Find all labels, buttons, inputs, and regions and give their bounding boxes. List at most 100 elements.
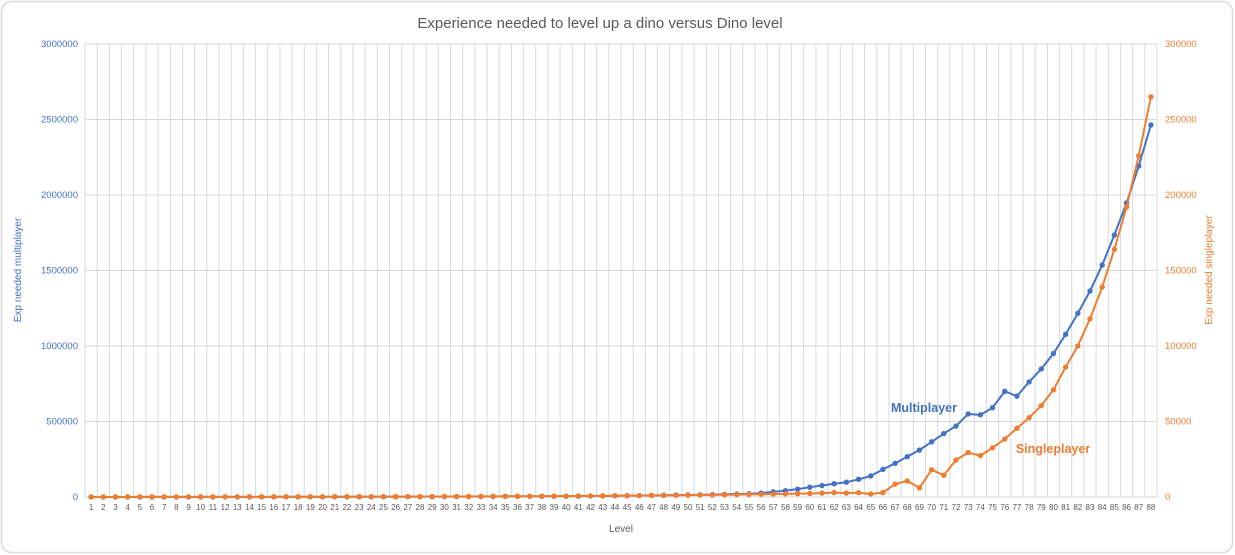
y-axis-left-title: Exp needed multiplayer bbox=[13, 217, 24, 322]
x-tick-label: 76 bbox=[1000, 503, 1009, 512]
data-point-singleplayer bbox=[1123, 204, 1130, 210]
data-point-singleplayer bbox=[831, 489, 837, 496]
data-point-multiplayer bbox=[819, 482, 825, 489]
data-point-singleplayer bbox=[173, 494, 180, 500]
x-tick-label: 45 bbox=[623, 503, 632, 512]
x-tick-label: 86 bbox=[1122, 503, 1131, 512]
data-point-singleplayer bbox=[587, 493, 594, 499]
line-singleplayer bbox=[90, 95, 1152, 498]
x-tick-label: 71 bbox=[939, 503, 948, 512]
x-tick-label: 6 bbox=[150, 503, 155, 512]
data-point-singleplayer bbox=[880, 489, 886, 496]
data-point-multiplayer bbox=[916, 447, 923, 453]
x-tick-label: 75 bbox=[988, 503, 997, 512]
data-point-singleplayer bbox=[1136, 153, 1142, 159]
x-tick-label: 81 bbox=[1061, 503, 1070, 512]
data-point-singleplayer bbox=[770, 491, 776, 497]
x-tick-label: 16 bbox=[269, 503, 278, 512]
data-point-singleplayer bbox=[344, 494, 350, 500]
data-point-singleplayer bbox=[843, 490, 850, 496]
x-tick-label: 33 bbox=[476, 503, 485, 512]
x-tick-label: 10 bbox=[196, 503, 205, 512]
x-tick-label: 46 bbox=[635, 503, 644, 512]
x-tick-label: 36 bbox=[513, 503, 522, 512]
data-point-multiplayer bbox=[904, 453, 910, 460]
data-point-singleplayer bbox=[490, 493, 496, 500]
data-point-singleplayer bbox=[1014, 425, 1020, 431]
data-point-singleplayer bbox=[368, 493, 374, 500]
y-left-tick-label: 0 bbox=[73, 492, 78, 503]
data-point-singleplayer bbox=[709, 492, 716, 498]
data-point-multiplayer bbox=[855, 476, 862, 483]
x-tick-label: 14 bbox=[245, 503, 254, 512]
data-point-singleplayer bbox=[149, 494, 155, 500]
x-tick-label: 34 bbox=[489, 503, 498, 512]
data-point-singleplayer bbox=[965, 449, 971, 456]
data-point-multiplayer bbox=[1026, 379, 1032, 385]
data-point-singleplayer bbox=[1026, 415, 1032, 421]
data-point-singleplayer bbox=[222, 494, 228, 500]
data-point-singleplayer bbox=[1050, 387, 1057, 393]
data-point-multiplayer bbox=[868, 473, 874, 479]
data-point-singleplayer bbox=[989, 445, 996, 451]
x-tick-label: 70 bbox=[927, 503, 936, 512]
data-point-singleplayer bbox=[392, 493, 399, 500]
data-point-singleplayer bbox=[916, 485, 923, 491]
data-point-multiplayer bbox=[1075, 310, 1081, 317]
x-tick-label: 50 bbox=[684, 503, 693, 512]
x-tick-label: 1 bbox=[89, 503, 94, 512]
data-point-singleplayer bbox=[1038, 402, 1044, 409]
x-tick-label: 79 bbox=[1037, 503, 1046, 512]
x-tick-label: 9 bbox=[186, 503, 191, 512]
x-tick-label: 21 bbox=[330, 503, 339, 512]
x-axis-title: Level bbox=[609, 524, 633, 535]
data-point-singleplayer bbox=[551, 493, 557, 499]
data-point-singleplayer bbox=[941, 472, 947, 478]
data-point-singleplayer bbox=[502, 493, 508, 499]
x-tick-label: 20 bbox=[318, 503, 327, 512]
data-point-multiplayer bbox=[1038, 366, 1044, 372]
data-point-singleplayer bbox=[429, 493, 435, 500]
x-tick-label: 37 bbox=[525, 503, 534, 512]
data-point-singleplayer bbox=[928, 467, 935, 473]
x-tick-label: 74 bbox=[976, 503, 985, 512]
x-tick-label: 38 bbox=[537, 503, 546, 512]
data-point-multiplayer bbox=[794, 486, 801, 492]
data-point-singleplayer bbox=[648, 492, 655, 499]
data-point-singleplayer bbox=[868, 491, 874, 497]
data-point-singleplayer bbox=[660, 492, 667, 499]
y-axis-right-title: Exp needed singleplayer bbox=[1204, 215, 1215, 325]
y-right-tick-label: 300000 bbox=[1165, 39, 1197, 50]
data-point-singleplayer bbox=[612, 493, 618, 499]
x-tick-label: 5 bbox=[138, 503, 143, 512]
x-tick-label: 49 bbox=[671, 503, 680, 512]
data-point-singleplayer bbox=[904, 478, 910, 484]
x-tick-label: 73 bbox=[964, 503, 973, 512]
data-point-singleplayer bbox=[124, 494, 131, 500]
y-right-tick-label: 50000 bbox=[1165, 417, 1191, 428]
x-tick-label: 18 bbox=[294, 503, 303, 512]
y-left-tick-label: 1500000 bbox=[41, 266, 78, 277]
x-tick-label: 25 bbox=[379, 503, 388, 512]
data-point-singleplayer bbox=[624, 492, 630, 499]
x-tick-label: 12 bbox=[221, 503, 230, 512]
y-left-tick-label: 1000000 bbox=[41, 341, 78, 352]
x-tick-label: 11 bbox=[209, 503, 218, 512]
x-tick-label: 53 bbox=[720, 503, 729, 512]
x-tick-label: 27 bbox=[403, 503, 412, 512]
data-point-singleplayer bbox=[977, 452, 984, 459]
x-tick-label: 47 bbox=[647, 503, 656, 512]
x-tick-label: 83 bbox=[1086, 503, 1095, 512]
y-right-tick-label: 200000 bbox=[1165, 190, 1197, 201]
data-point-singleplayer bbox=[539, 493, 545, 499]
x-tick-label: 31 bbox=[452, 503, 461, 512]
data-point-singleplayer bbox=[1099, 284, 1105, 290]
data-point-singleplayer bbox=[807, 490, 813, 497]
x-tick-label: 57 bbox=[769, 503, 778, 512]
data-point-singleplayer bbox=[417, 493, 423, 500]
y-left-tick-label: 500000 bbox=[46, 417, 78, 428]
data-point-singleplayer bbox=[319, 494, 326, 500]
